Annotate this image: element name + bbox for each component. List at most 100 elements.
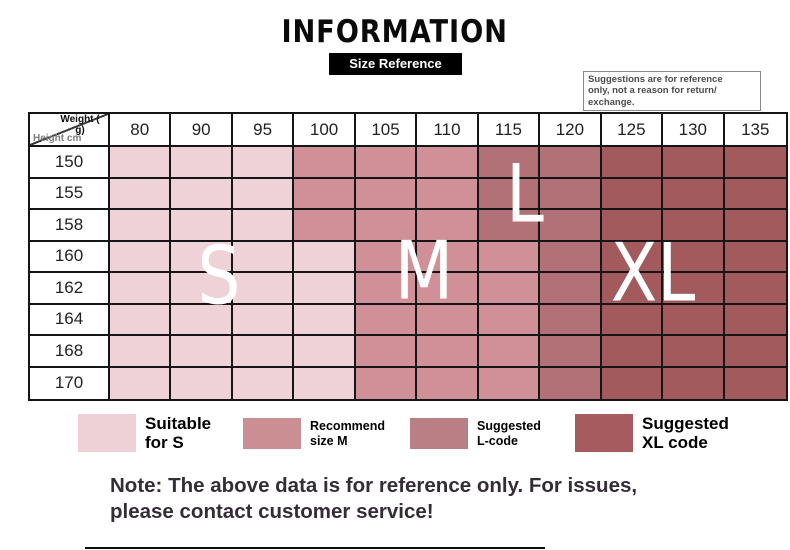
grid-cell [601, 210, 664, 242]
grid-cell [417, 273, 479, 305]
height-row-header: 164 [30, 304, 110, 336]
grid-cell [601, 336, 664, 368]
grid-cell [417, 241, 479, 273]
height-row-header: 158 [30, 210, 110, 242]
grid-cell [355, 210, 418, 242]
legend-item-m: Recommend size M [243, 418, 385, 449]
grid-cell [294, 304, 356, 336]
grid-cell [110, 241, 172, 273]
grid-cell [355, 241, 418, 273]
grid-cell [417, 367, 479, 399]
size-letter-l: L [506, 147, 544, 241]
grid-cell [417, 178, 479, 210]
grid-cell [355, 273, 418, 305]
grid-cell [663, 178, 725, 210]
grid-cell [110, 273, 172, 305]
grid-cell [478, 241, 541, 273]
grid-cell [232, 178, 295, 210]
grid-cell [232, 336, 295, 368]
grid-cell [110, 147, 172, 179]
grid-cell [171, 336, 233, 368]
grid-cell [417, 336, 479, 368]
page-title: INFORMATION [0, 14, 790, 50]
legend-label-xl: Suggested XL code [642, 414, 729, 453]
grid-cell [110, 210, 172, 242]
grid-cell [417, 304, 479, 336]
legend-label-s: Suitable for S [145, 414, 212, 453]
grid-cell [171, 210, 233, 242]
grid-cell [601, 147, 664, 179]
legend-item-xl: Suggested XL code [575, 414, 729, 453]
grid-cell [294, 241, 356, 273]
weight-axis-label: Weight ( g) [60, 114, 100, 136]
grid-cell [478, 273, 541, 305]
grid-cell [663, 336, 725, 368]
note-text: Note: The above data is for reference on… [110, 474, 638, 524]
grid-cell [540, 241, 602, 273]
grid-cell [110, 304, 172, 336]
grid-cell [110, 367, 172, 399]
grid-cell [171, 367, 233, 399]
grid-cell [294, 210, 356, 242]
grid-cell [171, 147, 233, 179]
grid-cell [417, 147, 479, 179]
grid-cell [724, 178, 786, 210]
weight-col-header: 90 [171, 114, 233, 147]
legend-swatch-s [78, 414, 136, 453]
grid-cell [478, 147, 541, 179]
weight-col-header: 135 [724, 114, 786, 147]
grid-cell [478, 367, 541, 399]
grid-cell [232, 367, 295, 399]
grid-cell [417, 210, 479, 242]
grid-cell [601, 178, 664, 210]
grid-cell [724, 336, 786, 368]
grid-cell [663, 210, 725, 242]
subtitle-banner: Size Reference [329, 53, 462, 75]
legend-swatch-l [410, 418, 468, 449]
legend-swatch-m [243, 418, 301, 449]
grid-cell [232, 210, 295, 242]
grid-cell [663, 241, 725, 273]
height-row-header: 155 [30, 178, 110, 210]
grid-cell [232, 147, 295, 179]
grid-cell [540, 178, 602, 210]
grid-cell [601, 241, 664, 273]
weight-col-header: 95 [232, 114, 295, 147]
legend-label-m: Recommend size M [310, 419, 386, 448]
height-row-header: 170 [30, 367, 110, 399]
weight-col-header: 80 [110, 114, 172, 147]
grid-cell [232, 304, 295, 336]
grid-cell [294, 336, 356, 368]
grid-cell [232, 273, 295, 305]
page-title-text: INFORMATION [281, 14, 509, 50]
grid-cell [540, 336, 602, 368]
grid-cell [478, 178, 541, 210]
grid-cell [294, 273, 356, 305]
grid-cell [724, 147, 786, 179]
grid-cell [540, 367, 602, 399]
grid-cell [663, 367, 725, 399]
grid-cell [355, 367, 418, 399]
height-row-header: 150 [30, 147, 110, 179]
legend-swatch-xl [575, 414, 633, 453]
grid-cell [171, 178, 233, 210]
weight-col-header: 120 [540, 114, 602, 147]
grid-cell [110, 178, 172, 210]
weight-col-header: 125 [601, 114, 664, 147]
height-axis-label: Height cm [33, 133, 82, 144]
grid-cell [540, 273, 602, 305]
height-row-header: 162 [30, 273, 110, 305]
weight-col-header: 105 [355, 114, 418, 147]
grid-cell [355, 147, 418, 179]
grid-cell [540, 304, 602, 336]
size-letter-m: M [394, 224, 454, 318]
legend-label-l: Suggested L-code [477, 419, 541, 448]
bottom-divider [85, 547, 545, 549]
grid-cell [540, 210, 602, 242]
grid-cell [724, 273, 786, 305]
grid-cell [355, 178, 418, 210]
grid-cell [294, 367, 356, 399]
legend-item-s: Suitable for S [78, 414, 212, 453]
grid-cell [724, 241, 786, 273]
